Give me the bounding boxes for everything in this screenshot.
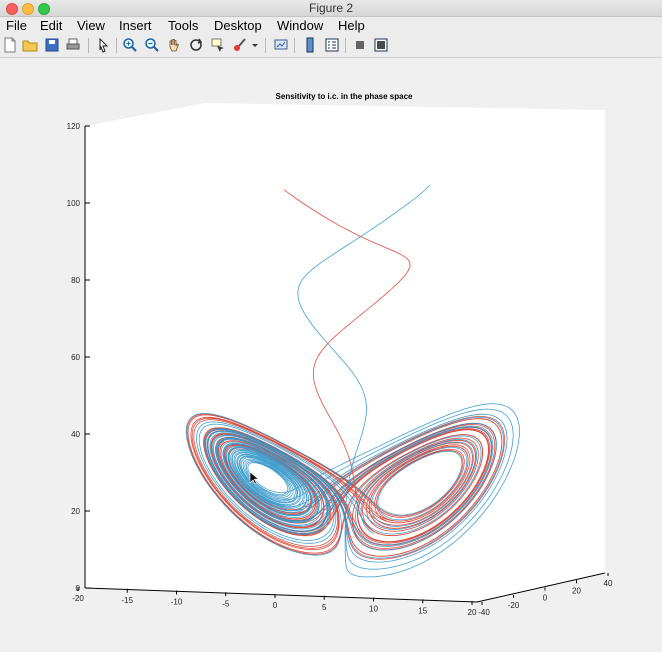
close-window-button[interactable] — [6, 3, 18, 15]
window-titlebar: Figure 2 — [0, 0, 662, 17]
save-icon[interactable] — [44, 37, 60, 53]
pointer-icon[interactable] — [95, 37, 111, 53]
window-title: Figure 2 — [308, 1, 354, 15]
y-axis-line — [476, 572, 606, 603]
zoom-out-icon[interactable] — [144, 37, 160, 53]
menu-window[interactable]: Window — [277, 18, 324, 33]
figure-toolbar — [0, 35, 662, 58]
brush-icon[interactable] — [232, 37, 248, 53]
x-tick-label: 0 — [273, 601, 278, 610]
x-tick-label: -10 — [171, 598, 183, 607]
data-cursor-icon[interactable] — [210, 37, 226, 53]
z-tick-label: 20 — [71, 507, 80, 516]
new-figure-icon[interactable] — [2, 37, 18, 53]
zoom-window-button[interactable] — [38, 3, 50, 15]
menu-help[interactable]: Help — [338, 18, 365, 33]
z-tick-label: 120 — [67, 122, 81, 131]
menu-desktop[interactable]: Desktop — [214, 18, 262, 33]
print-icon[interactable] — [65, 37, 81, 53]
y-tick-label: 20 — [572, 586, 581, 595]
dropdown-arrow-icon[interactable] — [250, 37, 260, 53]
z-tick-label: 80 — [71, 276, 80, 285]
series-2-trajectory — [185, 184, 520, 578]
mouse-cursor-icon — [249, 471, 260, 485]
y-tick-label: -20 — [508, 601, 520, 610]
tick-layer: 020406080100120-20-15-10-505101520-40-20… — [67, 122, 613, 617]
x-tick-label: 20 — [468, 608, 477, 617]
toolbar-separator — [265, 38, 266, 53]
menu-bar: File Edit View Insert Tools Desktop Wind… — [0, 17, 662, 35]
z-tick-label: 100 — [67, 199, 81, 208]
x-axis-line — [84, 587, 478, 603]
minimize-window-button[interactable] — [22, 3, 34, 15]
menu-tools[interactable]: Tools — [168, 18, 199, 33]
menu-edit[interactable]: Edit — [40, 18, 63, 33]
x-tick-label: 10 — [369, 605, 378, 614]
legend-icon[interactable] — [324, 37, 340, 53]
menu-insert[interactable]: Insert — [119, 18, 152, 33]
menu-file[interactable]: File — [6, 18, 27, 33]
x-tick-label: -20 — [72, 594, 84, 603]
y-tick-label: -40 — [478, 608, 490, 617]
axes-3d[interactable]: 020406080100120-20-15-10-505101520-40-20… — [0, 58, 662, 652]
toolbar-separator — [345, 38, 346, 53]
toolbar-separator — [88, 38, 89, 53]
hide-plot-tools-icon[interactable] — [352, 37, 368, 53]
figure-canvas[interactable]: 020406080100120-20-15-10-505101520-40-20… — [0, 58, 662, 652]
menu-view[interactable]: View — [77, 18, 105, 33]
pan-hand-icon[interactable] — [166, 37, 182, 53]
toolbar-separator — [294, 38, 295, 53]
z-tick-label: 60 — [71, 353, 80, 362]
series-layer — [185, 184, 520, 578]
colorbar-icon[interactable] — [302, 37, 318, 53]
y-tick-label: 40 — [604, 579, 613, 588]
x-tick-label: -15 — [121, 596, 133, 605]
x-tick-label: 15 — [418, 606, 427, 615]
show-plot-tools-icon[interactable] — [373, 37, 389, 53]
rotate-3d-icon[interactable] — [188, 37, 204, 53]
link-plot-icon[interactable] — [273, 37, 289, 53]
y-tick-label: 0 — [543, 594, 548, 603]
toolbar-separator — [116, 38, 117, 53]
chart-title: Sensitivity to i.c. in the phase space — [276, 92, 413, 101]
x-tick-label: 5 — [322, 603, 327, 612]
z-tick-label: 40 — [71, 430, 80, 439]
zoom-in-icon[interactable] — [122, 37, 138, 53]
open-folder-icon[interactable] — [22, 37, 38, 53]
x-tick-label: -5 — [222, 599, 230, 608]
